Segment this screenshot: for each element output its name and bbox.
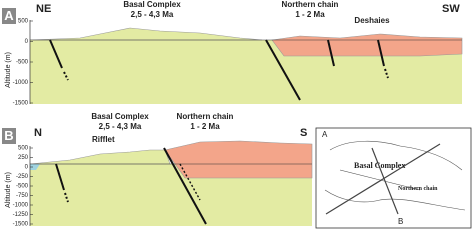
tick-label: -500 [16,184,29,190]
section-label: B [398,217,403,226]
unit-age: 1 - 2 Ma [295,10,325,19]
sea [30,164,40,170]
axis-label: Altitude (m) [5,52,12,88]
panel-label-box [2,128,16,144]
map-unit: Basal Complex [354,161,405,170]
map-inset: Basal Complex Northern chain A B [315,127,472,229]
faults [55,147,207,225]
ticks: 500 250 0 -250 -500 -750 -1000 -1250 -1500 [13,146,33,228]
end-label: N [34,127,42,139]
unit-name: Basal Complex [91,112,149,121]
tick-label: -250 [16,174,29,180]
unit-name: Basal Complex [123,0,181,9]
unit-age: 2,5 - 4,3 Ma [99,122,142,131]
end-label: SW [442,3,460,15]
faults [49,39,389,101]
tick-label: 0 [25,165,29,171]
tick-label: 0 [25,39,29,45]
tick-label: -1000 [13,80,29,86]
ticks: 500 0 -500 -1000 -1500 [13,19,33,107]
unit-age: 1 - 2 Ma [190,122,220,131]
unit-name: Northern chain [177,112,234,121]
axis-label: Altitude (m) [5,172,12,208]
unit-age: 2,5 - 4,3 Ma [131,10,174,19]
tick-label: -1250 [13,212,29,218]
tick-label: -1500 [13,101,29,107]
tick-label: 500 [18,19,29,25]
map-sections [325,143,441,215]
map-unit: Northern chain [398,186,438,192]
panel-b: B Altitude (m) 500 250 0 -250 -500 -750 -1000 -… [2,112,313,228]
panel-label-box [2,8,16,24]
tick-label: 250 [18,155,29,161]
place-name: Rifflet [92,135,115,144]
end-label: S [300,127,307,139]
end-label: NE [36,3,51,15]
northern-chain-unit [164,140,313,179]
tick-label: -1500 [13,222,29,228]
tick-label: -500 [16,60,29,66]
panel-label: A [4,8,14,23]
tick-label: 500 [18,146,29,152]
northern-chain-unit [271,33,463,57]
map-frame [315,127,472,229]
unit-name: Northern chain [282,0,339,9]
panel-label: B [4,128,13,143]
coastline [324,140,466,211]
tick-label: -1000 [13,203,29,209]
place-name: Deshaies [354,16,390,25]
section-label: A [322,130,328,139]
tick-label: -750 [16,193,29,199]
relief [29,27,263,41]
relief [29,149,171,165]
